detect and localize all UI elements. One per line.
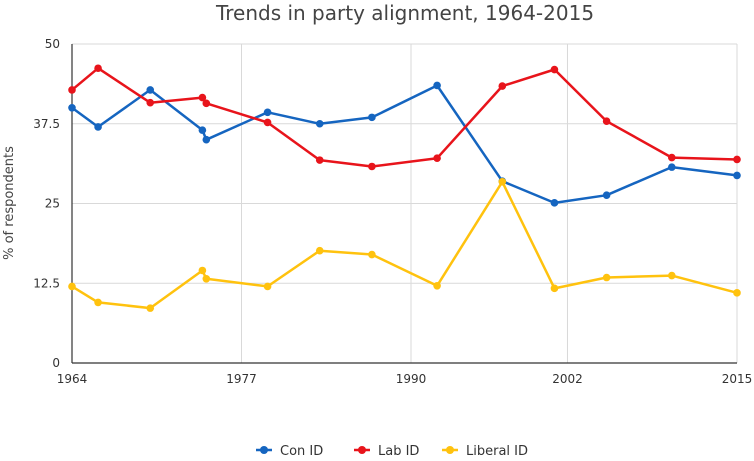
liberal-id-point: [94, 298, 102, 307]
y-axis-label: % of respondents: [2, 146, 17, 260]
liberal-id-point: [668, 271, 676, 280]
lab-id-point: [498, 82, 507, 90]
con-id-legend-label: Con ID: [280, 444, 323, 459]
liberal-id-point: [433, 282, 441, 290]
lab-id-point: [198, 93, 207, 102]
con-id-point: [263, 108, 272, 117]
lab-id-point: [94, 64, 102, 73]
liberal-id-point: [198, 266, 207, 275]
lab-id-legend-marker: [358, 446, 366, 454]
axes: [71, 44, 737, 364]
liberal-id-series-line: [71, 180, 738, 310]
lab-id-point: [146, 98, 155, 107]
lab-id-point: [433, 154, 441, 163]
lab-id-point: [550, 65, 559, 74]
lab-id-point: [68, 86, 76, 94]
grid-lines: [72, 43, 738, 363]
y-tick-label: 37.5: [33, 117, 60, 131]
liberal-id-point: [550, 284, 559, 293]
x-tick-label: 1977: [226, 372, 257, 386]
lab-id-series-line: [71, 66, 738, 168]
liberal-id-point: [146, 304, 155, 312]
con-id-point: [368, 113, 376, 122]
liberal-id-point: [733, 289, 741, 297]
liberal-id-point: [498, 178, 507, 186]
con-id-point: [315, 119, 324, 128]
legend: Con ID Lab ID Liberal ID: [256, 444, 528, 459]
lab-id-point: [733, 155, 741, 164]
x-tick-label: 1990: [396, 372, 427, 386]
x-tick-label: 1964: [57, 372, 88, 386]
liberal-id-point: [602, 273, 611, 282]
con-id-point: [433, 81, 441, 90]
lab-id-point: [668, 153, 676, 162]
liberal-id-point: [263, 282, 272, 291]
liberal-id-point: [68, 282, 76, 291]
con-id-legend-marker: [260, 446, 268, 454]
liberal-id-legend-label: Liberal ID: [466, 444, 528, 459]
con-id-point: [146, 86, 155, 94]
lab-id-point: [202, 99, 211, 108]
con-id-point: [68, 104, 76, 112]
chart-title: Trends in party alignment, 1964-2015: [215, 1, 594, 25]
con-id-point: [733, 171, 741, 180]
x-tick-label: 2015: [722, 372, 753, 386]
con-id-point: [198, 126, 207, 134]
y-tick-label: 50: [45, 37, 60, 51]
tick-labels: 0 12.5 25 37.5 50 1964 1977 1990 2002 2015: [33, 37, 752, 386]
liberal-id-point: [202, 274, 211, 283]
liberal-id-point: [315, 246, 324, 255]
liberal-id-legend-marker: [446, 446, 454, 454]
con-id-series-line: [71, 84, 738, 205]
lab-id-point: [602, 117, 611, 125]
liberal-id-point: [368, 250, 376, 259]
lab-id-legend-label: Lab ID: [378, 444, 419, 459]
con-id-point: [668, 163, 676, 171]
con-id-point: [550, 199, 559, 207]
y-tick-label: 12.5: [33, 276, 60, 290]
lab-id-point: [315, 156, 324, 164]
x-tick-label: 2002: [552, 372, 583, 386]
y-tick-label: 0: [52, 356, 60, 370]
lab-id-point: [263, 118, 272, 127]
con-id-point: [202, 135, 211, 144]
series-lines: [68, 64, 741, 312]
con-id-point: [602, 191, 611, 200]
con-id-point: [94, 123, 102, 131]
lab-id-point: [368, 162, 376, 171]
y-tick-label: 25: [45, 197, 60, 211]
